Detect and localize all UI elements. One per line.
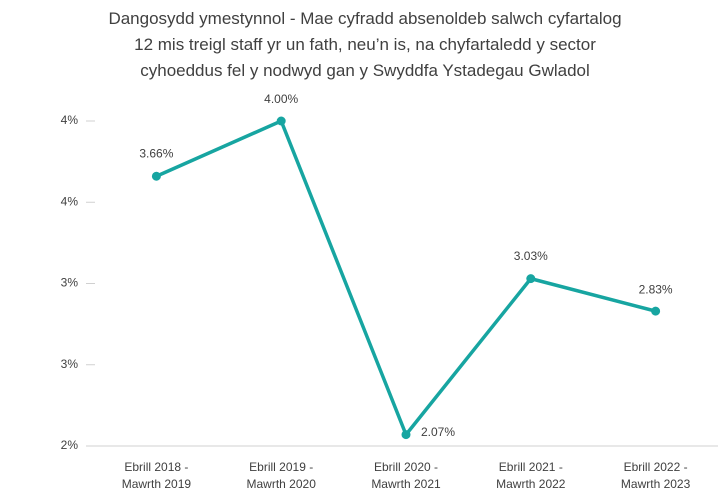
x-tick-label: Ebrill 2021 -	[499, 460, 563, 474]
x-tick-label: Ebrill 2019 -	[249, 460, 313, 474]
x-tick-label: Mawrth 2019	[122, 477, 192, 491]
x-tick-label: Ebrill 2020 -	[374, 460, 438, 474]
data-label: 4.00%	[264, 92, 298, 106]
x-tick-label: Ebrill 2018 -	[124, 460, 188, 474]
y-tick-label: 3%	[61, 357, 79, 371]
y-tick-label: 2%	[61, 438, 79, 452]
marker	[151, 171, 161, 181]
data-label: 2.83%	[639, 282, 673, 296]
line	[155, 119, 657, 437]
data-label: 3.66%	[139, 146, 173, 160]
x-tick-label: Mawrth 2020	[247, 477, 317, 491]
marker	[651, 306, 661, 316]
x-tick-label: Ebrill 2022 -	[624, 460, 688, 474]
x-tick-label: Mawrth 2021	[371, 477, 441, 491]
y-tick-label: 4%	[61, 194, 79, 208]
marker	[401, 430, 411, 440]
chart-title: Dangosydd ymestynnol - Mae cyfradd absen…	[108, 9, 622, 80]
y-tick-label: 3%	[61, 276, 79, 290]
data-label: 3.03%	[514, 249, 548, 263]
marker	[276, 116, 286, 126]
y-tick-label: 4%	[61, 113, 79, 127]
x-tick-label: Mawrth 2023	[621, 477, 691, 491]
data-label: 2.07%	[421, 425, 455, 439]
x-tick-label: Mawrth 2022	[496, 477, 566, 491]
marker	[526, 274, 536, 284]
